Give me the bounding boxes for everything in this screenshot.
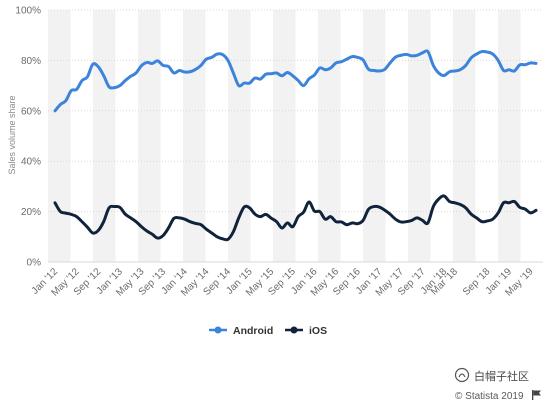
series-line-ios[interactable] (53, 194, 538, 242)
background-band (93, 10, 116, 262)
background-band (228, 10, 251, 262)
y-tick-label: 20% (21, 207, 41, 218)
legend-ios-label: iOS (309, 325, 327, 337)
legend-ios-marker (290, 326, 298, 334)
legend-android-label: Android (233, 325, 273, 337)
y-tick-label: 100% (15, 6, 41, 17)
y-tick-label: 80% (21, 56, 41, 67)
background-band (138, 10, 161, 262)
y-tick-labels: 0% 20% 40% 60% 80% 100% (15, 6, 41, 269)
y-tick-label: 40% (21, 157, 41, 168)
legend-android-marker (214, 326, 222, 334)
credit-text: © Statista 2019 (455, 391, 524, 402)
credit[interactable]: © Statista 2019 (455, 390, 541, 402)
background-band (453, 10, 476, 262)
y-axis-title: Sales volume share (7, 95, 17, 174)
watermark-text: 白帽子社区 (474, 369, 529, 383)
y-tick-label: 60% (21, 106, 41, 117)
legend-item-ios[interactable]: iOS (285, 325, 327, 337)
gridlines (48, 9, 543, 263)
background-band (318, 10, 341, 262)
series-line-android[interactable] (53, 49, 538, 113)
series-lines (53, 49, 538, 242)
background-band (408, 10, 431, 262)
y-tick-label: 0% (27, 258, 42, 269)
background-bands (48, 10, 521, 262)
legend-item-android[interactable]: Android (209, 325, 273, 337)
watermark: 白帽子社区 (454, 367, 529, 383)
legend: Android iOS (209, 325, 327, 337)
background-band (48, 10, 71, 262)
flag-icon (532, 390, 541, 400)
background-band (363, 10, 386, 262)
wechat-official-account-icon (454, 367, 470, 383)
background-band (498, 10, 521, 262)
